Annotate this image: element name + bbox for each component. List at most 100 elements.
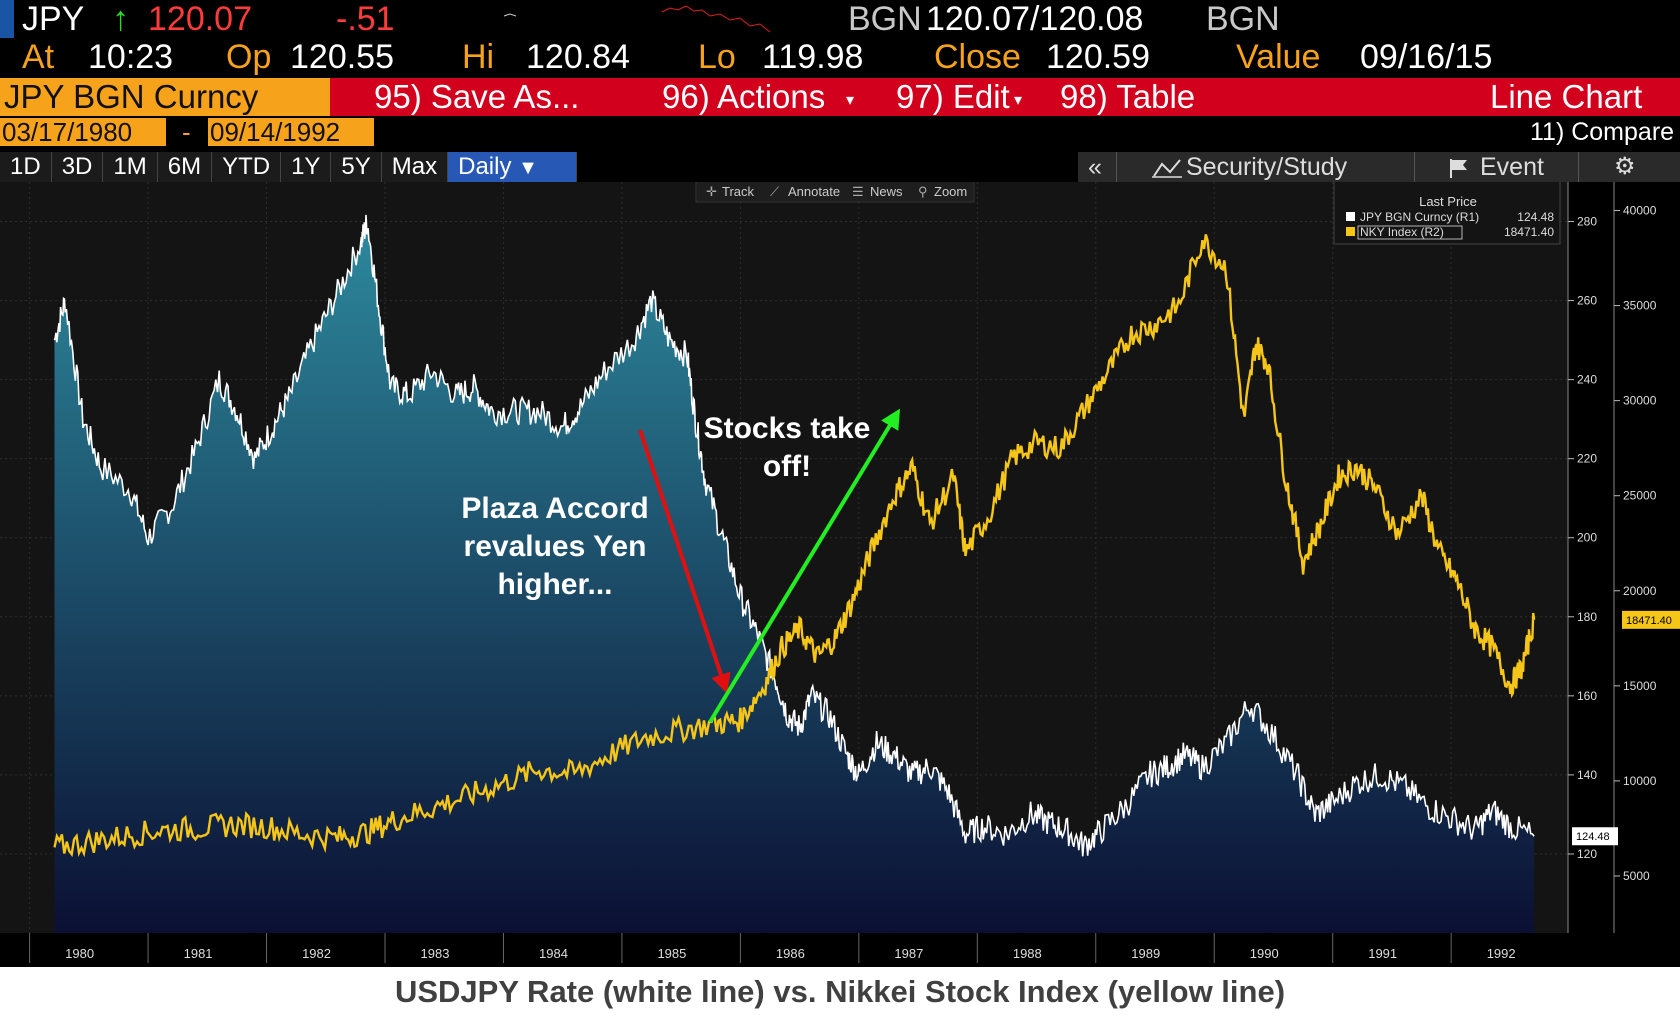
collapse-icon[interactable]: « bbox=[1088, 153, 1102, 181]
nky-last-value: 18471.40 bbox=[1626, 615, 1672, 627]
security-field[interactable]: JPY BGN Curncy bbox=[0, 78, 330, 116]
stocks-arrow bbox=[708, 408, 901, 724]
high-value: 120.84 bbox=[526, 38, 630, 76]
chart-study-icon bbox=[1152, 159, 1182, 178]
r1-tick-label: 260 bbox=[1577, 294, 1597, 308]
chart-type-label: Line Chart bbox=[1490, 78, 1643, 115]
r1-tick-label: 160 bbox=[1577, 689, 1597, 703]
x-tick-label: 1989 bbox=[1131, 946, 1160, 961]
plaza-line-1: Plaza Accord bbox=[461, 492, 648, 525]
table-button[interactable]: 98) Table bbox=[1060, 78, 1196, 115]
zoom-icon: ⚲ bbox=[918, 184, 928, 199]
x-axis: 1980 1981 1982 1983 1984 1985 1986 1987 1988 1989… bbox=[65, 946, 1515, 961]
x-tick-label: 1992 bbox=[1487, 946, 1516, 961]
legend-value-jpy: 124.48 bbox=[1517, 210, 1554, 224]
r1-tick-label: 280 bbox=[1577, 215, 1597, 229]
study-panel: « Security/Study Event ⚙ bbox=[1078, 152, 1680, 182]
r2-tick-label: 40000 bbox=[1623, 204, 1657, 218]
flag-icon bbox=[1450, 159, 1467, 178]
at-label: At bbox=[22, 38, 55, 76]
x-tick-label: 1984 bbox=[539, 946, 568, 961]
nky-last-label: 18471.40 bbox=[1622, 610, 1680, 629]
low-value: 119.98 bbox=[762, 38, 864, 76]
r2-tick-label: 5000 bbox=[1623, 869, 1650, 883]
actions-button[interactable]: 96) Actions bbox=[662, 78, 826, 115]
r1-tick-label: 200 bbox=[1577, 531, 1597, 545]
up-arrow-icon: ↑ bbox=[112, 0, 129, 38]
bottom-axis-area bbox=[0, 933, 1680, 967]
tab-5y[interactable]: 5Y bbox=[331, 152, 382, 182]
jpy-last-label: 124.48 bbox=[1572, 827, 1618, 846]
right-axis-r1: 280 260 240 220 200 180 160 140 120 bbox=[1567, 182, 1597, 933]
price-change: -.51 bbox=[336, 0, 395, 38]
plaza-annotation: Plaza Accord revalues Yen higher... bbox=[461, 492, 648, 601]
line-chart: 1980 1981 1982 1983 1984 1985 1986 1987 1988 1989… bbox=[0, 182, 1680, 967]
news-button[interactable]: News bbox=[870, 184, 903, 199]
open-label: Op bbox=[226, 38, 272, 76]
r1-tick-label: 180 bbox=[1577, 610, 1597, 624]
r1-tick-label: 220 bbox=[1577, 452, 1597, 466]
period-dropdown-icon: ▼ bbox=[518, 157, 538, 179]
plaza-line-2: revalues Yen bbox=[464, 530, 647, 563]
x-tick-label: 1983 bbox=[421, 946, 450, 961]
close-value: 120.59 bbox=[1046, 38, 1150, 76]
bgn-label-2: BGN bbox=[1206, 0, 1280, 38]
tab-1d[interactable]: 1D bbox=[0, 152, 52, 182]
chart-caption: USDJPY Rate (white line) vs. Nikkei Stoc… bbox=[0, 967, 1680, 1017]
x-tick-label: 1980 bbox=[65, 946, 94, 961]
close-label: Close bbox=[934, 38, 1021, 76]
ticker-symbol: JPY bbox=[22, 0, 85, 38]
open-value: 120.55 bbox=[290, 38, 394, 76]
jpy-line bbox=[53, 214, 1535, 857]
legend-swatch-nky bbox=[1346, 227, 1355, 236]
security-study-button[interactable]: Security/Study bbox=[1186, 153, 1348, 181]
tab-max[interactable]: Max bbox=[381, 152, 449, 182]
period-dropdown[interactable]: Daily ▼ bbox=[448, 152, 578, 182]
r1-tick-label: 140 bbox=[1577, 768, 1597, 782]
legend-value-nky: 18471.40 bbox=[1504, 225, 1554, 239]
track-button[interactable]: Track bbox=[722, 184, 755, 199]
gear-icon[interactable]: ⚙ bbox=[1614, 153, 1636, 180]
r2-tick-label: 25000 bbox=[1623, 489, 1657, 503]
r2-tick-label: 35000 bbox=[1623, 299, 1657, 313]
plaza-arrow bbox=[638, 429, 731, 694]
actions-dropdown-icon[interactable]: ▾ bbox=[846, 92, 855, 109]
right-axis-area bbox=[1568, 182, 1680, 933]
zoom-button[interactable]: Zoom bbox=[934, 184, 967, 199]
tab-1m[interactable]: 1M bbox=[103, 152, 158, 182]
low-label: Lo bbox=[698, 38, 736, 76]
compare-button[interactable]: 11) Compare bbox=[1530, 118, 1675, 146]
tab-1y[interactable]: 1Y bbox=[281, 152, 332, 182]
legend-swatch-jpy bbox=[1346, 212, 1355, 221]
legend-title: Last Price bbox=[1419, 194, 1477, 209]
period-tabs: 1D 3D 1M 6M YTD 1Y 5Y Max Daily ▼ bbox=[0, 152, 578, 182]
annotate-button[interactable]: Annotate bbox=[788, 184, 840, 199]
edit-button[interactable]: 97) Edit bbox=[896, 78, 1010, 115]
event-button[interactable]: Event bbox=[1480, 153, 1544, 181]
date-range-bar: 03/17/1980 - 09/14/1992 11) Compare bbox=[0, 116, 1680, 148]
nky-line bbox=[53, 234, 1536, 858]
legend-name-jpy: JPY BGN Curncy (R1) bbox=[1360, 210, 1479, 224]
start-date-field[interactable]: 03/17/1980 bbox=[0, 118, 166, 146]
stocks-line-1: Stocks take bbox=[704, 412, 871, 445]
x-tick-label: 1981 bbox=[184, 946, 213, 961]
x-tick-label: 1985 bbox=[657, 946, 686, 961]
last-price: 120.07 bbox=[148, 0, 252, 38]
tab-3d[interactable]: 3D bbox=[51, 152, 104, 182]
track-icon: ✛ bbox=[706, 184, 717, 199]
security-name: JPY BGN Curncy bbox=[4, 78, 259, 115]
r2-tick-label: 30000 bbox=[1623, 394, 1657, 408]
intraday-sparkline bbox=[661, 5, 771, 33]
x-tick-label: 1990 bbox=[1250, 946, 1279, 961]
tab-6m[interactable]: 6M bbox=[157, 152, 213, 182]
high-label: Hi bbox=[462, 38, 495, 76]
edit-dropdown-icon[interactable]: ▾ bbox=[1014, 92, 1023, 109]
tab-ytd[interactable]: YTD bbox=[212, 152, 282, 182]
save-as-button[interactable]: 95) Save As... bbox=[374, 78, 580, 115]
value-label: Value bbox=[1236, 38, 1321, 76]
plaza-line-3: higher... bbox=[497, 568, 612, 601]
x-tick-label: 1987 bbox=[894, 946, 923, 961]
r2-tick-label: 15000 bbox=[1623, 679, 1657, 693]
quote-stats: At 10:23 Op 120.55 Hi 120.84 Lo 119.98 C… bbox=[0, 38, 1680, 78]
end-date-field[interactable]: 09/14/1992 bbox=[208, 118, 374, 146]
